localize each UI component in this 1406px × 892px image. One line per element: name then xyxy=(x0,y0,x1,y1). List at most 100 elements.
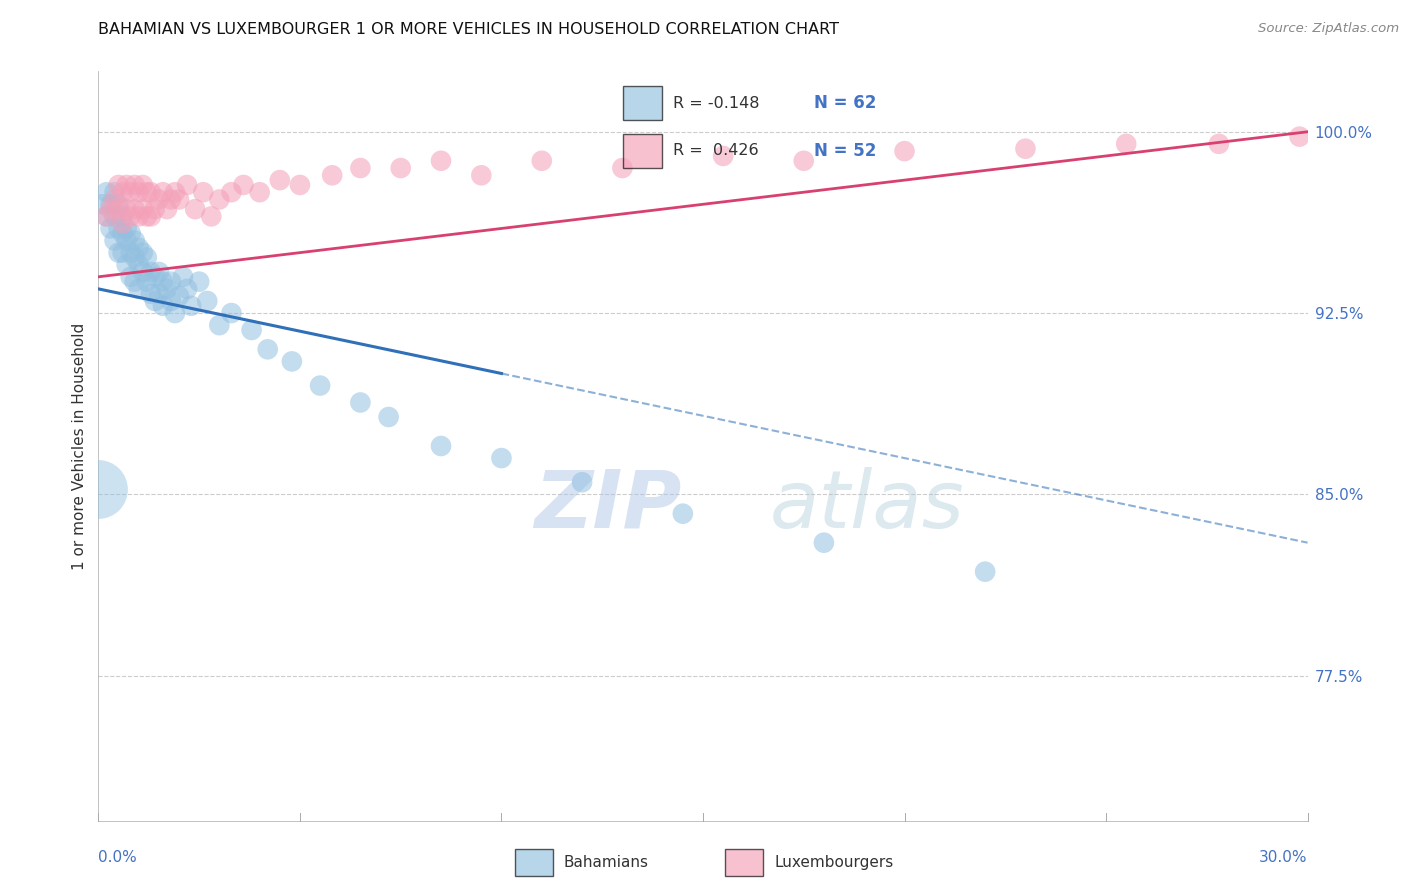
Text: N = 52: N = 52 xyxy=(814,142,876,160)
Text: R = -0.148: R = -0.148 xyxy=(673,95,761,111)
Point xyxy=(711,149,734,163)
Point xyxy=(893,144,915,158)
Point xyxy=(132,202,155,216)
Point xyxy=(389,161,412,175)
Point xyxy=(111,185,134,199)
Point xyxy=(1115,136,1137,151)
Point xyxy=(128,241,150,255)
Point xyxy=(152,275,174,289)
Point xyxy=(103,210,125,224)
Text: 30.0%: 30.0% xyxy=(1260,850,1308,864)
Point xyxy=(193,185,215,199)
Point xyxy=(115,202,138,216)
Point xyxy=(120,210,142,224)
Point xyxy=(430,153,453,168)
Point xyxy=(135,251,157,265)
Point xyxy=(107,202,129,216)
Point xyxy=(107,221,129,235)
Point xyxy=(120,227,142,241)
Point xyxy=(148,193,170,207)
Text: atlas: atlas xyxy=(769,467,965,545)
Point xyxy=(120,245,142,260)
Point xyxy=(120,269,142,284)
Point xyxy=(143,202,166,216)
Point xyxy=(160,293,183,308)
Point xyxy=(163,185,186,199)
Point xyxy=(128,258,150,272)
Point xyxy=(103,193,125,207)
Point xyxy=(1014,142,1036,156)
Point xyxy=(132,178,155,192)
Point xyxy=(221,185,243,199)
Point xyxy=(148,265,170,279)
Point xyxy=(160,193,183,207)
FancyBboxPatch shape xyxy=(725,849,763,876)
Point xyxy=(221,306,243,320)
Point xyxy=(1208,136,1230,151)
Point xyxy=(124,251,146,265)
Point xyxy=(135,185,157,199)
Text: R =  0.426: R = 0.426 xyxy=(673,144,759,158)
Y-axis label: 1 or more Vehicles in Household: 1 or more Vehicles in Household xyxy=(72,322,87,570)
Point xyxy=(100,202,122,216)
Point xyxy=(167,289,190,303)
Point xyxy=(349,395,371,409)
Point xyxy=(148,286,170,301)
Point xyxy=(107,197,129,211)
Point xyxy=(103,234,125,248)
Text: ZIP: ZIP xyxy=(534,467,681,545)
Point xyxy=(107,245,129,260)
Point xyxy=(974,565,997,579)
Point xyxy=(156,202,179,216)
Text: N = 62: N = 62 xyxy=(814,94,876,112)
Point xyxy=(793,153,815,168)
Point xyxy=(208,193,231,207)
Point xyxy=(135,275,157,289)
Point xyxy=(184,202,207,216)
Point xyxy=(377,409,399,424)
Point xyxy=(139,210,162,224)
Point xyxy=(115,258,138,272)
Point xyxy=(208,318,231,333)
Point xyxy=(571,475,593,490)
Point xyxy=(111,245,134,260)
Point xyxy=(124,202,146,216)
Point xyxy=(430,439,453,453)
Point xyxy=(160,275,183,289)
Point xyxy=(107,178,129,192)
Point xyxy=(139,185,162,199)
Point xyxy=(128,185,150,199)
Point xyxy=(612,161,634,175)
Text: Luxembourgers: Luxembourgers xyxy=(773,855,893,870)
Point xyxy=(115,221,138,235)
Point xyxy=(152,185,174,199)
Point xyxy=(249,185,271,199)
Point xyxy=(100,221,122,235)
Point xyxy=(188,275,211,289)
Point xyxy=(124,178,146,192)
Point xyxy=(96,210,118,224)
Point xyxy=(269,173,291,187)
Point xyxy=(281,354,304,368)
Point xyxy=(321,169,343,183)
Point xyxy=(167,193,190,207)
Point xyxy=(143,293,166,308)
Point xyxy=(813,535,835,549)
Point xyxy=(115,178,138,192)
Point xyxy=(135,210,157,224)
Point xyxy=(128,210,150,224)
Text: Bahamians: Bahamians xyxy=(562,855,648,870)
Point xyxy=(672,507,695,521)
FancyBboxPatch shape xyxy=(623,87,662,120)
Point xyxy=(180,299,202,313)
Point xyxy=(120,185,142,199)
Point xyxy=(1288,129,1310,144)
Text: BAHAMIAN VS LUXEMBOURGER 1 OR MORE VEHICLES IN HOUSEHOLD CORRELATION CHART: BAHAMIAN VS LUXEMBOURGER 1 OR MORE VEHIC… xyxy=(98,22,839,37)
Point xyxy=(87,483,110,497)
Point xyxy=(111,227,134,241)
Point xyxy=(100,197,122,211)
Point xyxy=(195,293,218,308)
Point xyxy=(470,169,492,183)
Point xyxy=(176,178,198,192)
Point xyxy=(128,282,150,296)
